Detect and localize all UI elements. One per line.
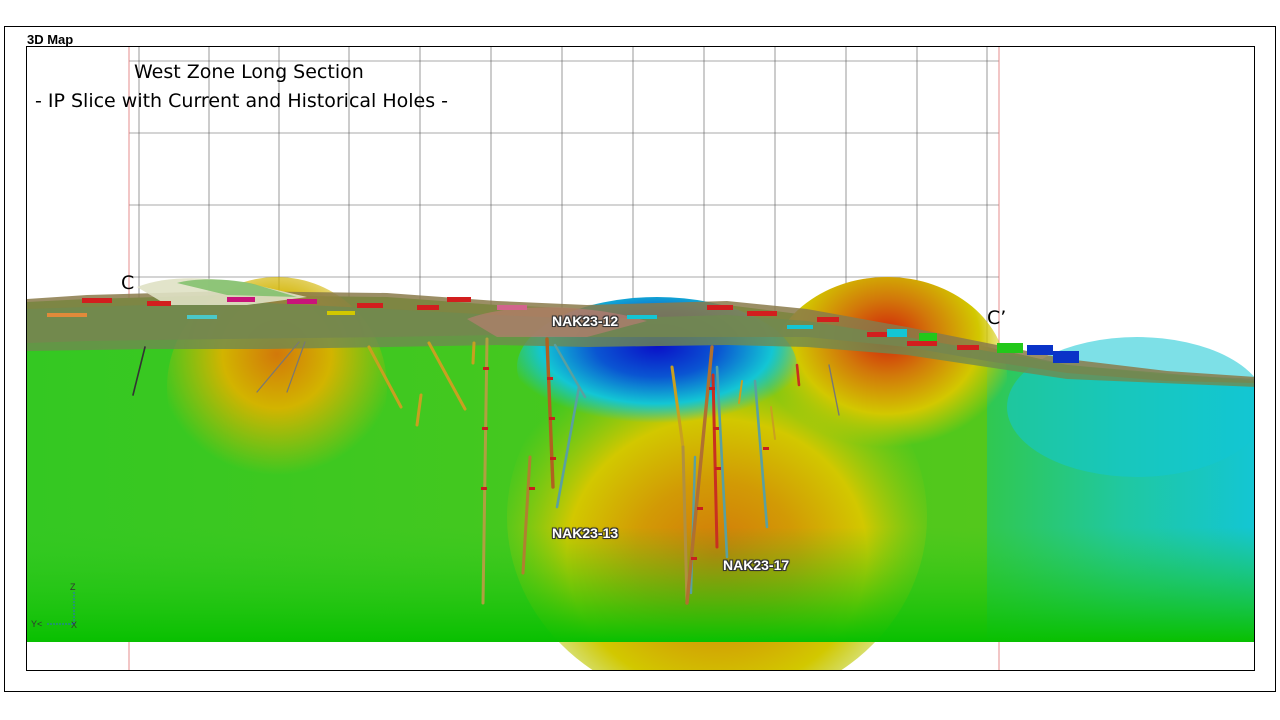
- window-frame: [4, 26, 1276, 692]
- ip-section-canvas: [27, 47, 1254, 670]
- panel-title: 3D Map: [27, 32, 74, 47]
- drill-hole-label-nak23-17[interactable]: NAK23-17: [723, 557, 790, 573]
- surface-blocks-color: [47, 311, 1079, 363]
- figure-title: West Zone Long Section: [134, 61, 364, 83]
- section-marker-end: C’: [987, 307, 1007, 329]
- section-marker-start: C: [121, 272, 135, 294]
- axis-y-label: Y<: [31, 619, 43, 629]
- axis-z-label: Z: [70, 582, 76, 592]
- figure-subtitle: - IP Slice with Current and Historical H…: [35, 90, 449, 112]
- surface-layers: [27, 278, 1254, 387]
- drill-hole-intercepts: [481, 367, 769, 560]
- map-viewport[interactable]: West Zone Long Section - IP Slice with C…: [26, 46, 1255, 671]
- drill-hole-label-nak23-12[interactable]: NAK23-12: [552, 313, 619, 329]
- drill-holes: [132, 337, 840, 605]
- axis-triad-lines: [47, 592, 75, 625]
- surface-blocks-red: [82, 297, 979, 350]
- axis-x-label: X: [71, 620, 78, 630]
- drill-hole-label-nak23-13[interactable]: NAK23-13: [552, 525, 619, 541]
- axis-triad: Z Y< X: [31, 582, 83, 632]
